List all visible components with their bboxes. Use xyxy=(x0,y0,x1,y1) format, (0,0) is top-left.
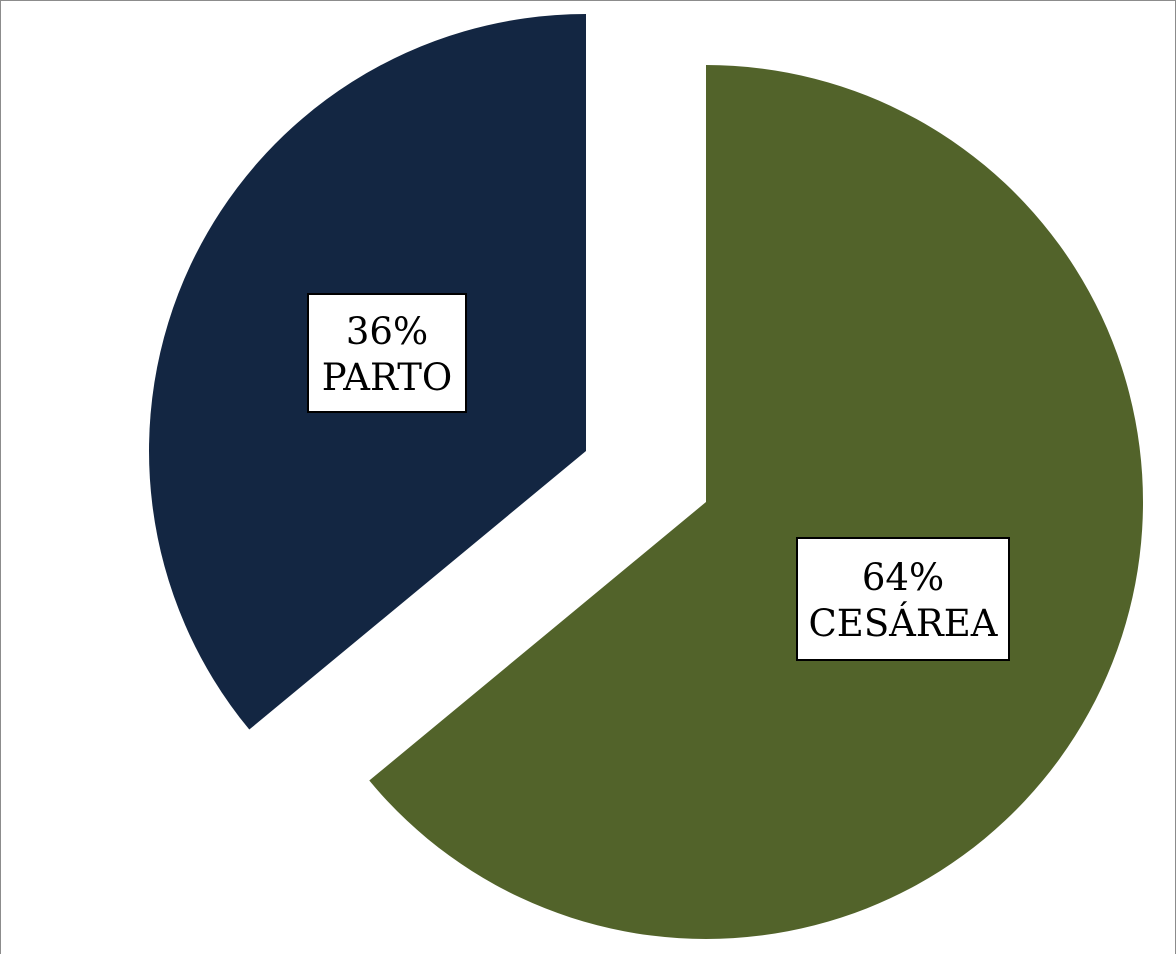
data-label-cesarea-name: CESÁREA xyxy=(808,602,998,645)
data-label-cesarea: 64% CESÁREA xyxy=(796,537,1010,661)
data-label-parto-name: PARTO xyxy=(321,356,453,399)
data-label-parto: 36% PARTO xyxy=(307,293,467,413)
pie-slice-cesarea xyxy=(369,65,1144,939)
data-label-parto-percent: 36% xyxy=(345,310,429,353)
data-label-cesarea-percent: 64% xyxy=(861,556,945,599)
